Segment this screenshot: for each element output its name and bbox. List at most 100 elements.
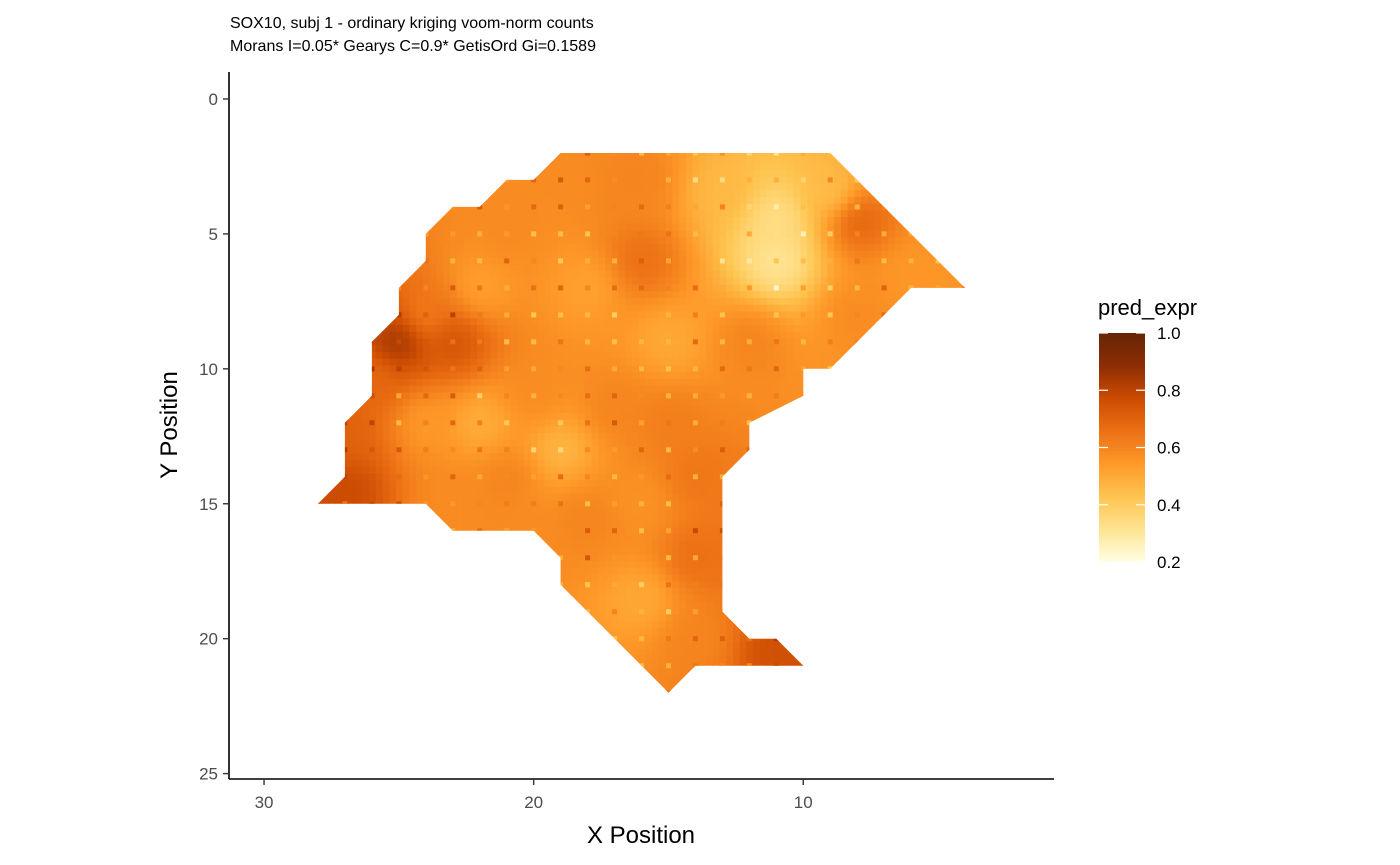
surface-cell: [813, 669, 821, 677]
surface-cell: [968, 595, 975, 602]
surface-cell: [948, 291, 956, 299]
surface-cell: [732, 264, 740, 272]
surface-cell: [746, 561, 754, 569]
surface-cell: [914, 318, 922, 326]
surface-cell: [671, 153, 680, 157]
surface-cell: [746, 608, 754, 616]
surface-cell: [847, 473, 855, 481]
surface-cell: [651, 527, 659, 535]
surface-cell: [617, 446, 626, 454]
surface-cell: [806, 196, 814, 205]
surface-cell: [638, 520, 646, 528]
surface-cell: [665, 190, 673, 198]
surface-cell: [584, 493, 592, 501]
surface-cell: [847, 291, 855, 299]
surface-cell: [706, 703, 713, 710]
surface-cell: [644, 298, 653, 306]
surface-cell: [759, 534, 767, 542]
surface-cell: [874, 520, 882, 528]
surface-cell: [880, 500, 889, 508]
surface-cell: [604, 615, 612, 623]
surface-cell: [611, 574, 619, 582]
surface-cell: [894, 696, 901, 703]
surface-cell: [645, 696, 652, 703]
surface-cell: [806, 480, 814, 488]
surface-cell: [759, 230, 767, 238]
surface-cell: [820, 682, 828, 690]
surface-cell: [907, 682, 915, 690]
surface-cell: [894, 561, 902, 569]
surface-cell: [759, 156, 767, 164]
surface-cell: [928, 547, 936, 555]
surface-cell: [678, 271, 686, 279]
surface-cell: [954, 453, 963, 461]
surface-cell: [941, 210, 949, 218]
surface-cell: [826, 648, 835, 657]
surface-cell: [907, 325, 915, 333]
surface-cell: [692, 588, 700, 596]
surface-cell: [914, 365, 922, 373]
surface-cell: [894, 156, 902, 164]
surface-cell: [719, 136, 726, 143]
surface-cell: [658, 513, 666, 522]
surface-cell: [853, 345, 862, 353]
surface-cell: [644, 304, 653, 312]
surface-cell: [941, 608, 949, 616]
surface-cell: [833, 426, 841, 434]
surface-cell: [644, 426, 653, 434]
surface-cell: [887, 655, 895, 663]
surface-cell: [705, 250, 713, 259]
surface-cell: [799, 331, 808, 339]
surface-cell: [853, 561, 862, 569]
surface-cell: [907, 513, 915, 522]
surface-cell: [678, 520, 686, 528]
surface-cell: [759, 466, 767, 474]
surface-cell: [934, 561, 942, 569]
surface-cell: [739, 567, 747, 576]
surface-cell: [840, 291, 848, 299]
surface-cell: [779, 419, 787, 427]
kriging-surface: [318, 136, 982, 710]
surface-cell: [732, 257, 740, 265]
surface-cell: [813, 655, 821, 663]
surface-cell: [806, 372, 814, 380]
surface-cell: [813, 230, 821, 238]
surface-cell: [921, 271, 929, 279]
surface-cell: [813, 459, 821, 468]
surface-cell: [617, 466, 626, 474]
surface-cell: [921, 594, 929, 603]
surface-cell: [759, 379, 767, 387]
surface-cell: [658, 338, 666, 346]
surface-cell: [705, 156, 713, 164]
surface-cell: [954, 520, 963, 528]
surface-cell: [880, 480, 889, 488]
surface-cell: [921, 500, 929, 508]
surface-cell: [948, 466, 956, 474]
surface-cell: [928, 689, 936, 693]
surface-cell: [941, 358, 949, 366]
surface-cell: [725, 230, 734, 238]
surface-cell: [954, 237, 963, 245]
surface-cell: [665, 345, 673, 353]
surface-cell: [733, 143, 740, 150]
surface-cell: [779, 574, 787, 582]
surface-cell: [954, 439, 963, 447]
surface-cell: [678, 486, 686, 495]
surface-cell: [813, 325, 821, 333]
surface-cell: [739, 527, 747, 535]
surface-cell: [847, 358, 855, 366]
surface-cell: [840, 203, 848, 211]
surface-cell: [732, 480, 740, 488]
surface-cell: [934, 513, 942, 522]
surface-cell: [975, 514, 982, 521]
surface-cell: [786, 223, 794, 232]
surface-cell: [786, 507, 794, 515]
surface-cell: [631, 136, 638, 143]
surface-cell: [928, 244, 936, 252]
surface-cell: [894, 345, 902, 353]
surface-cell: [604, 419, 612, 427]
surface-cell: [772, 190, 781, 198]
surface-cell: [624, 601, 632, 609]
surface-cell: [766, 237, 774, 245]
surface-cell: [921, 237, 929, 245]
